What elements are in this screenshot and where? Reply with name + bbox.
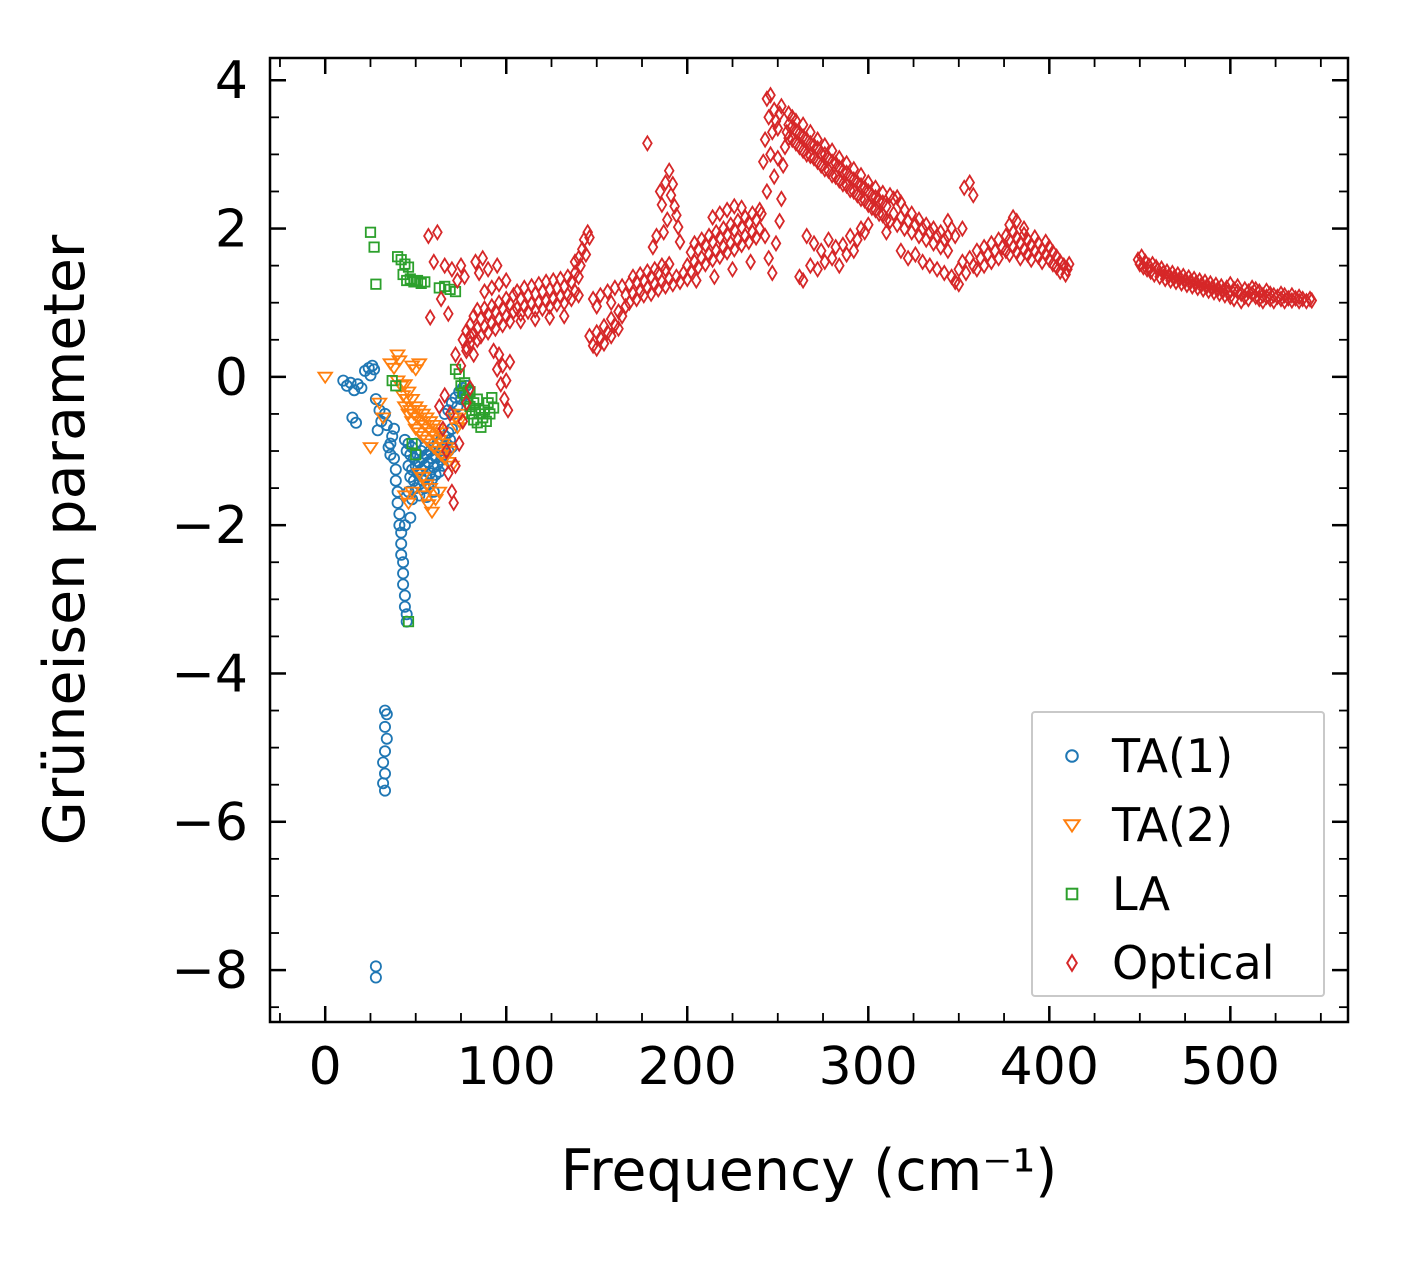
legend-item-ta2: TA(2) (1062, 798, 1233, 852)
legend-item-label: LA (1112, 867, 1171, 921)
y-tick-label: −4 (171, 644, 248, 704)
plot-points (316, 86, 1318, 984)
y-tick-label: −8 (171, 941, 248, 1001)
x-tick-label: 300 (819, 1037, 918, 1097)
y-tick-label: 4 (215, 51, 248, 111)
y-tick-label: 2 (215, 200, 248, 260)
x-tick-label: 500 (1181, 1037, 1280, 1097)
series-la-points (364, 226, 500, 628)
y-tick-label: 0 (215, 348, 248, 408)
legend-item-label: TA(1) (1111, 729, 1233, 783)
x-tick-label: 400 (1000, 1037, 1099, 1097)
y-tick-label: −2 (171, 496, 248, 556)
plot-border (268, 56, 1350, 1024)
x-tick-label: 0 (309, 1037, 342, 1097)
x-ticks: 0 100 200 300 400 500 (309, 58, 1280, 1097)
y-axis-label: Grüneisen parameter (32, 234, 98, 845)
legend-box (1031, 711, 1325, 997)
minor-ticks (270, 58, 1348, 1022)
y-tick-label: −6 (171, 793, 248, 853)
legend-item-la: LA (1065, 867, 1171, 921)
x-tick-label: 100 (457, 1037, 556, 1097)
legend: TA(1) TA(2) LA Optical (1031, 711, 1325, 997)
x-tick-label: 200 (638, 1037, 737, 1097)
legend-item-label: TA(2) (1111, 798, 1233, 852)
y-ticks: 4 2 0 −2 −4 −6 −8 (171, 51, 1348, 1001)
series-ta2-points (316, 349, 470, 520)
legend-item-label: Optical (1112, 936, 1274, 990)
axes: 0 100 200 300 400 500 4 2 0 −2 −4 −6 −8 (171, 51, 1350, 1097)
x-axis-label: Frequency (cm⁻¹) (561, 1138, 1058, 1204)
legend-item-ta1: TA(1) (1065, 729, 1233, 783)
series-optical-points (423, 86, 1318, 512)
legend-item-optical: Optical (1066, 936, 1274, 990)
